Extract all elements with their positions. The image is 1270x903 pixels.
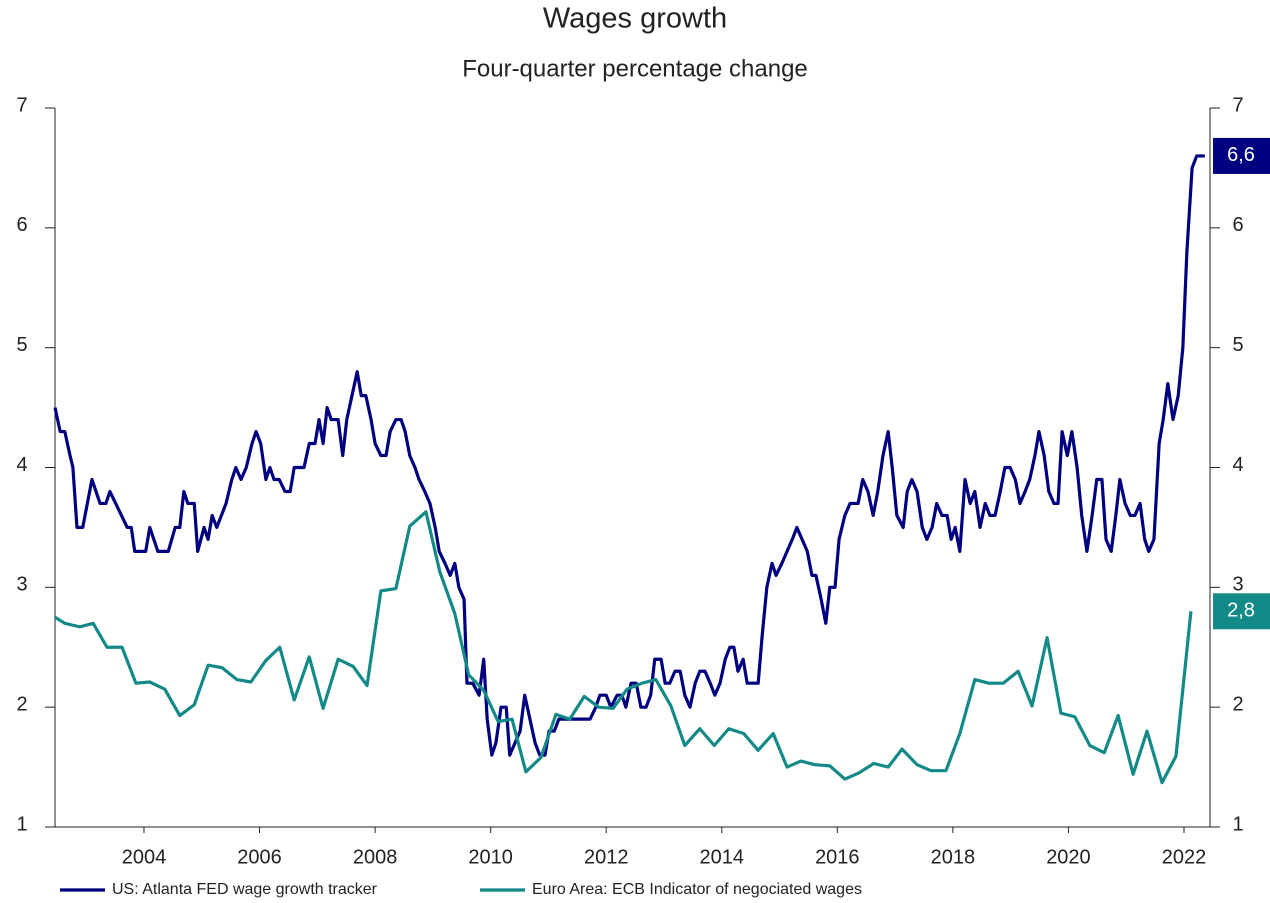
legend-label: Euro Area: ECB Indicator of negociated w… bbox=[532, 881, 862, 898]
x-tick-label: 2006 bbox=[237, 846, 282, 868]
chart-subtitle: Four-quarter percentage change bbox=[462, 55, 808, 82]
end-label-box bbox=[1213, 137, 1270, 174]
y2-tick-label: 7 bbox=[1232, 94, 1243, 116]
legend-label: US: Atlanta FED wage growth tracker bbox=[112, 881, 378, 898]
y-tick-label: 7 bbox=[16, 94, 27, 116]
y2-tick-label: 5 bbox=[1232, 334, 1243, 356]
x-tick-label: 2018 bbox=[931, 846, 976, 868]
series-line bbox=[53, 154, 1205, 757]
y2-tick-label: 3 bbox=[1232, 574, 1243, 596]
y-tick-label: 3 bbox=[16, 574, 27, 596]
end-label: 2,8 bbox=[1227, 600, 1255, 622]
x-tick-label: 2010 bbox=[468, 846, 513, 868]
x-tick-label: 2016 bbox=[815, 846, 860, 868]
y-tick-label: 1 bbox=[16, 813, 27, 835]
x-tick-label: 2004 bbox=[122, 846, 167, 868]
series-line bbox=[54, 510, 1193, 785]
y2-tick-label: 4 bbox=[1232, 454, 1243, 476]
x-tick-label: 2014 bbox=[700, 846, 745, 868]
end-label: 6,6 bbox=[1227, 144, 1255, 166]
x-tick-label: 2012 bbox=[584, 846, 629, 868]
y-tick-label: 5 bbox=[16, 334, 27, 356]
y2-tick-label: 6 bbox=[1232, 214, 1243, 236]
y-tick-label: 4 bbox=[16, 454, 27, 476]
y2-tick-label: 2 bbox=[1232, 693, 1243, 715]
end-label-box bbox=[1213, 593, 1270, 630]
chart-title: Wages growth bbox=[543, 3, 727, 35]
y-tick-label: 6 bbox=[16, 214, 27, 236]
x-tick-label: 2008 bbox=[353, 846, 398, 868]
x-tick-label: 2020 bbox=[1046, 846, 1091, 868]
x-tick-label: 2022 bbox=[1162, 846, 1207, 868]
y-tick-label: 2 bbox=[16, 693, 27, 715]
y2-tick-label: 1 bbox=[1232, 813, 1243, 835]
